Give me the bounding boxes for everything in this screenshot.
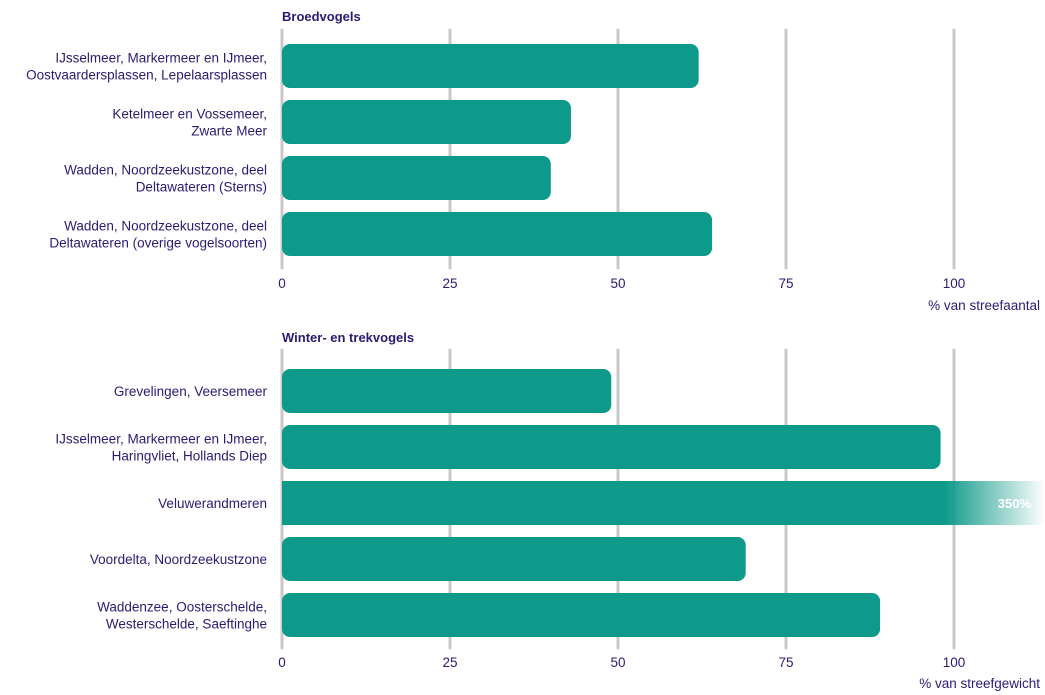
bar (282, 369, 611, 413)
panel-broedvogels: Broedvogels IJsselmeer, Markermeer en IJ… (26, 9, 1040, 313)
x-tick-label: 25 (442, 276, 457, 291)
category-label: Voordelta, Noordzeekustzone (90, 552, 267, 567)
category-label: Wadden, Noordzeekustzone, deel Deltawater… (49, 219, 267, 251)
x-tick-label: 50 (610, 276, 625, 291)
category-label: Ketelmeer en Vossemeer, Zwarte Meer (112, 107, 267, 139)
category-labels: IJsselmeer, Markermeer en IJmeer, Oostvaa… (26, 51, 267, 251)
bar (282, 212, 712, 256)
x-tick-label: 100 (943, 655, 966, 670)
x-tick-label: 25 (442, 655, 457, 670)
bar (282, 100, 571, 144)
panel-winter-trekvogels: Winter- en trekvogels 350% Grevelingen, … (55, 330, 1045, 691)
x-axis-label: % van streefaantal (928, 298, 1040, 313)
bar (282, 44, 699, 88)
category-label: Waddenzee, Oosterschelde, Westerschelde, … (97, 600, 267, 632)
data-label: 350% (998, 496, 1032, 511)
x-tick-label: 100 (943, 276, 966, 291)
bars: 350% (282, 369, 1045, 637)
bar (282, 481, 945, 525)
panel-title-broedvogels: Broedvogels (282, 9, 361, 24)
category-label: IJsselmeer, Markermeer en IJmeer, Oostvaa… (26, 51, 267, 83)
x-axis: 0 25 50 75 100 (278, 655, 965, 670)
category-label: IJsselmeer, Markermeer en IJmeer, Haringv… (55, 432, 267, 464)
x-axis-label: % van streefgewicht (919, 676, 1040, 691)
category-label: Veluwerandmeren (158, 496, 267, 511)
bar (282, 593, 880, 637)
bar (282, 156, 551, 200)
category-label: Wadden, Noordzeekustzone, deel Deltawater… (64, 163, 267, 195)
x-tick-label: 75 (778, 655, 793, 670)
bar (282, 537, 746, 581)
category-labels: Grevelingen, Veersemeer IJsselmeer, Marke… (55, 384, 267, 632)
bar (282, 425, 941, 469)
panel-title-winter-trekvogels: Winter- en trekvogels (282, 330, 414, 345)
x-tick-label: 0 (278, 276, 286, 291)
x-tick-label: 0 (278, 655, 286, 670)
x-axis: 0 25 50 75 100 (278, 276, 965, 291)
category-label: Grevelingen, Veersemeer (114, 384, 268, 399)
bars (282, 44, 712, 256)
x-tick-label: 50 (610, 655, 625, 670)
x-tick-label: 75 (778, 276, 793, 291)
